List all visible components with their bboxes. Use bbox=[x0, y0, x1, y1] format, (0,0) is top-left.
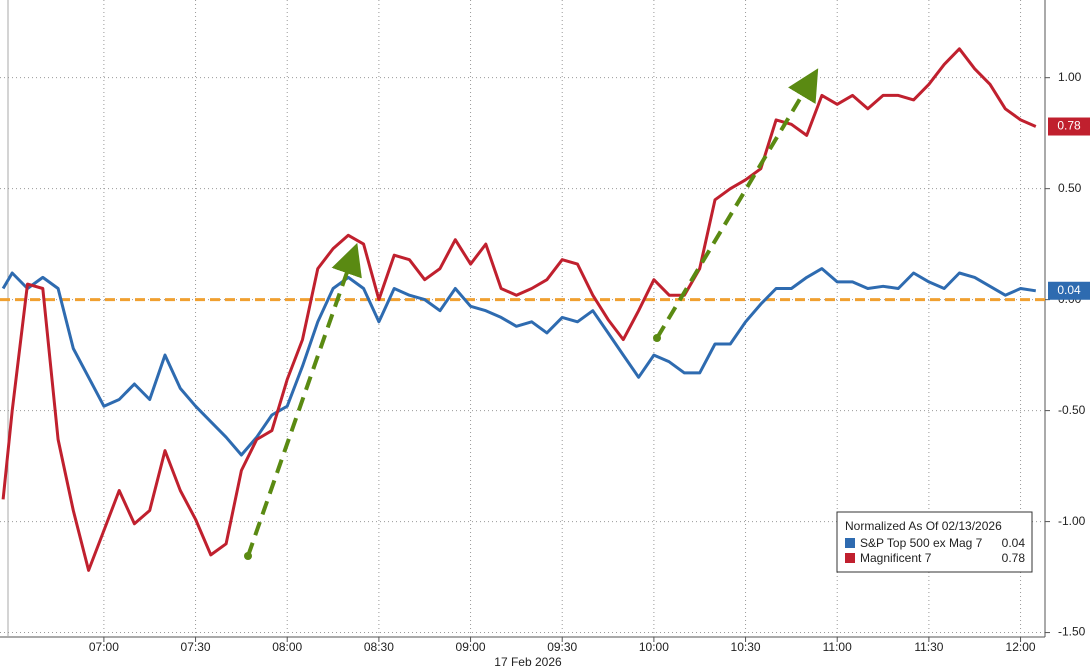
y-tick-label: -1.00 bbox=[1058, 514, 1086, 528]
y-tick-label: 0.50 bbox=[1058, 181, 1082, 195]
x-axis-label: 17 Feb 2026 bbox=[494, 655, 562, 669]
x-tick-label: 08:00 bbox=[272, 640, 302, 654]
y-tick-label: -1.50 bbox=[1058, 625, 1086, 639]
x-tick-label: 07:30 bbox=[181, 640, 211, 654]
x-tick-label: 10:30 bbox=[731, 640, 761, 654]
series-line bbox=[1, 267, 1037, 457]
legend-box bbox=[836, 511, 1033, 573]
x-tick-label: 11:00 bbox=[823, 640, 852, 654]
x-tick-label: 09:30 bbox=[547, 640, 577, 654]
series-line bbox=[1, 47, 1037, 572]
last-value-label: 0.78 bbox=[1057, 119, 1081, 133]
arrow-start bbox=[244, 552, 252, 560]
legend-label: S&P Top 500 ex Mag 7 bbox=[860, 536, 983, 550]
last-value-box bbox=[1048, 281, 1090, 300]
x-tick-label: 07:00 bbox=[89, 640, 119, 654]
y-tick-label: 1.00 bbox=[1058, 70, 1082, 84]
legend: Normalized As Of 02/13/2026 S&P Top 500 … bbox=[836, 511, 1033, 573]
legend-swatch bbox=[845, 538, 855, 548]
x-tick-label: 12:00 bbox=[1006, 640, 1036, 654]
legend-swatch bbox=[845, 553, 855, 563]
last-value-box bbox=[1048, 117, 1090, 136]
legend-label: Magnificent 7 bbox=[860, 551, 932, 565]
x-tick-label: 10:00 bbox=[639, 640, 669, 654]
y-tick-label: -0.50 bbox=[1058, 403, 1086, 417]
legend-value: 0.04 bbox=[1002, 536, 1026, 550]
legend-title: Normalized As Of 02/13/2026 bbox=[845, 519, 1002, 533]
arrow-start bbox=[653, 334, 661, 342]
last-value-label: 0.04 bbox=[1057, 283, 1081, 297]
x-tick-label: 08:30 bbox=[364, 640, 394, 654]
annotation-arrow bbox=[246, 242, 362, 557]
x-tick-label: 09:00 bbox=[456, 640, 486, 654]
legend-value: 0.78 bbox=[1002, 551, 1026, 565]
annotation-arrow bbox=[655, 68, 819, 340]
x-tick-label: 11:30 bbox=[914, 640, 943, 654]
